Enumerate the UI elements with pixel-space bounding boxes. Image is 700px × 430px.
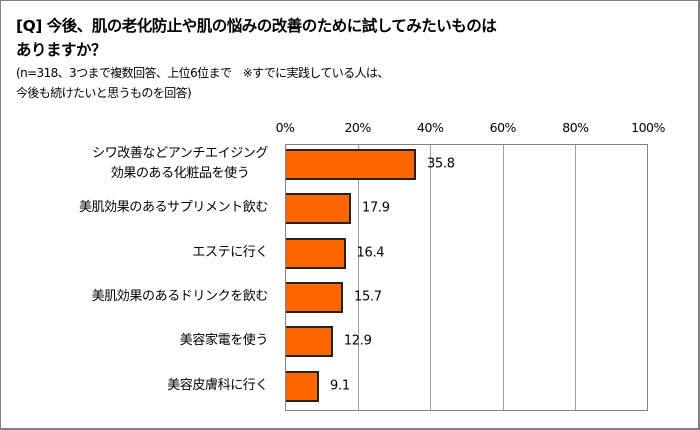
chart-title: [Q] 今後、肌の老化防止や肌の悩みの改善のために試してみたいものは ありますか… <box>16 14 576 62</box>
value-label: 16.4 <box>356 245 385 261</box>
value-label: 15.7 <box>353 289 382 305</box>
gridline <box>502 145 504 410</box>
x-tick-label: 80% <box>562 120 589 135</box>
bar <box>286 326 333 358</box>
category-label: 美肌効果のあるドリンクを飲む <box>91 287 269 307</box>
bar <box>286 149 416 180</box>
bar <box>286 370 320 402</box>
x-tick-label: 20% <box>344 120 371 135</box>
category-label-line: 美肌効果のあるサプリメント飲む <box>78 200 268 216</box>
title-line-1: [Q] 今後、肌の老化防止や肌の悩みの改善のために試してみたいものは <box>16 17 497 35</box>
bar <box>286 193 351 225</box>
category-label-line: シワ改善などアンチエイジング <box>92 146 268 161</box>
category-label: 美肌効果のあるサプリメント飲む <box>79 198 268 218</box>
category-label-line: エステに行く <box>192 244 268 260</box>
gridline <box>357 145 359 410</box>
title-line-2: ありますか？ <box>16 41 107 59</box>
x-tick-label: 40% <box>417 120 444 135</box>
value-label: 9.1 <box>330 378 350 393</box>
bar <box>286 281 343 313</box>
category-label: シワ改善などアンチエイジング 効果のある化粧品を使う <box>92 144 268 184</box>
x-tick-label: 0% <box>275 120 295 135</box>
category-label: 美容皮膚科に行く <box>167 376 268 396</box>
category-label: エステに行く <box>192 243 268 263</box>
x-tick-label: 60% <box>489 120 517 135</box>
category-label-line: 美容家電を使う <box>179 333 269 349</box>
plot-area <box>285 144 648 411</box>
chart-subtitle: (n=318、3つまで複数回答、上位6位まで ※すでに実践している人は、 今後も… <box>16 63 576 103</box>
gridline <box>430 145 432 410</box>
value-label: 12.9 <box>343 333 372 349</box>
category-label-line: 効果のある化粧品を使う <box>110 166 250 181</box>
category-label: 美容家電を使う <box>179 331 269 351</box>
subtitle-line-2: 今後も続けたいと思うものを回答) <box>16 86 192 100</box>
value-label: 35.8 <box>426 156 455 172</box>
gridline <box>575 145 577 410</box>
bar <box>286 237 346 269</box>
category-label-line: 美肌効果のあるドリンクを飲む <box>91 288 269 304</box>
subtitle-line-1: (n=318、3つまで複数回答、上位6位まで ※すでに実践している人は、 <box>16 66 389 80</box>
x-tick-label: 100% <box>631 120 665 135</box>
category-label-line: 美容皮膚科に行く <box>167 377 268 393</box>
value-label: 17.9 <box>361 200 390 216</box>
